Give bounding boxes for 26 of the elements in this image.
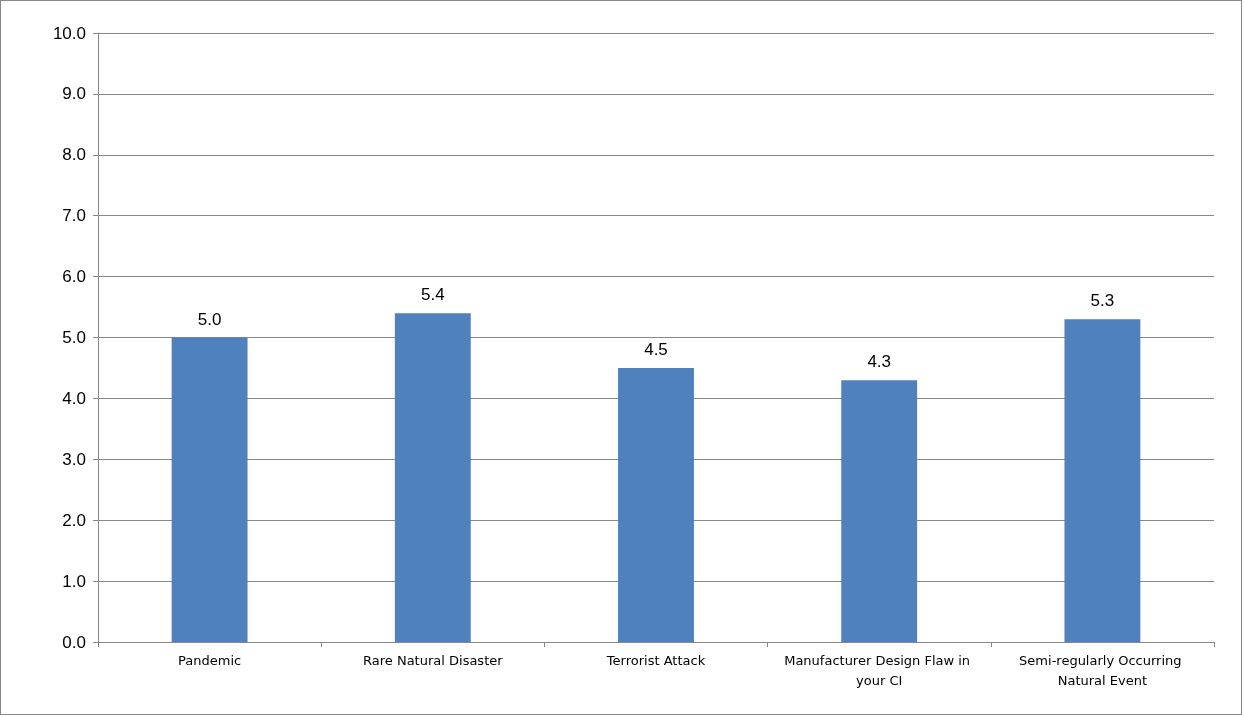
x-tick-label: Rare Natural Disaster (363, 652, 504, 668)
y-tick-label: 5.0 (62, 328, 86, 347)
data-label: 5.3 (1090, 291, 1115, 311)
bar (171, 337, 248, 642)
data-label: 5.0 (197, 309, 222, 329)
y-tick-label: 6.0 (62, 267, 86, 287)
x-tick-label: Semi-regularly Occurring Natural Event (1019, 652, 1186, 688)
bar (841, 380, 918, 642)
bar (618, 367, 694, 642)
bar (1064, 319, 1141, 642)
y-tick-label: 4.0 (62, 388, 86, 408)
y-tick-label: 3.0 (62, 449, 86, 469)
data-label: 4.5 (644, 339, 668, 359)
y-tick-label: 9.0 (62, 84, 86, 104)
y-tick-label: 0.0 (62, 632, 86, 652)
x-tick-label: Terrorist Attack (605, 652, 706, 668)
y-tick-label: 10.0 (52, 23, 86, 43)
x-tick-label: Manufacturer Design Flaw in your CI (784, 652, 975, 688)
y-tick-label: 7.0 (62, 206, 86, 226)
y-tick-label: 1.0 (62, 571, 86, 591)
data-label: 4.3 (867, 352, 892, 372)
bar (394, 313, 471, 642)
x-tick-label: Pandemic (178, 652, 242, 668)
y-tick-label: 2.0 (62, 510, 86, 530)
data-label: 5.4 (420, 285, 445, 305)
y-tick-label: 8.0 (62, 145, 86, 165)
